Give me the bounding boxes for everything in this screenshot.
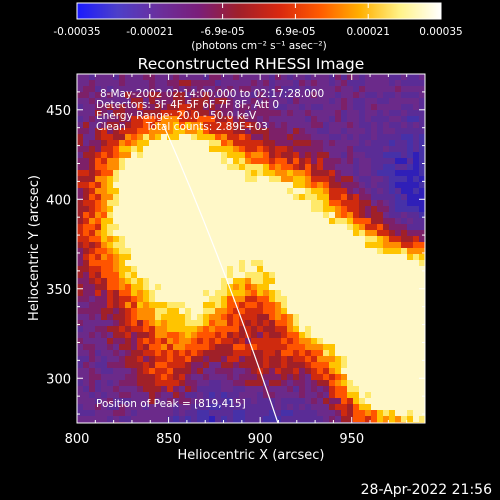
colorbar-tick-label: 0.00035 [419, 26, 462, 38]
x-tick-label: 900 [248, 432, 273, 447]
info-text: 8-May-2002 02:14:00.000 to 02:17:28.000 … [96, 88, 324, 133]
solar-limb-line [162, 123, 279, 424]
colorbar-unit-label: (photons cm⁻² s⁻¹ asec⁻²) [191, 40, 326, 52]
colorbar-ticks: -0.00035 -0.00021 -6.9e-05 6.9e-05 0.00021 0.… [53, 3, 463, 38]
x-axis-label: Heliocentric X (arcsec) [178, 448, 325, 463]
x-tick-label: 800 [65, 432, 90, 447]
footer-timestamp: 28-Apr-2022 21:56 [360, 482, 492, 498]
y-tick-label: 350 [46, 283, 71, 298]
info-time-range: 8-May-2002 02:14:00.000 to 02:17:28.000 [100, 88, 324, 100]
x-tick-label: 850 [156, 432, 181, 447]
colorbar-tick-label: -6.9e-05 [201, 26, 245, 38]
colorbar-gradient [76, 2, 442, 20]
y-tick-label: 450 [46, 104, 71, 119]
info-clean-counts: Clean Total counts: 2.89E+03 [96, 121, 268, 133]
colorbar: -0.00035 -0.00021 -6.9e-05 6.9e-05 0.00021 0.… [53, 2, 463, 52]
x-tick-label: 950 [339, 432, 364, 447]
y-axis-ticks: 300 350 400 450 [46, 91, 425, 415]
colorbar-tick-label: -0.00021 [126, 26, 173, 38]
x-axis-ticks: 800 850 900 950 [65, 74, 408, 447]
y-axis-label: Heliocentric Y (arcsec) [27, 175, 42, 321]
peak-position-label: Position of Peak = [819,415] [96, 398, 246, 410]
colorbar-tick-label: 6.9e-05 [275, 26, 315, 38]
plot-frame [76, 73, 426, 424]
colorbar-tick-label: 0.00021 [346, 26, 389, 38]
image-title: Reconstructed RHESSI Image [138, 55, 365, 73]
heatmap-image [77, 74, 425, 423]
colorbar-tick-label: -0.00035 [53, 26, 100, 38]
info-energy-range: Energy Range: 20.0 - 50.0 keV [96, 110, 257, 122]
y-tick-label: 400 [46, 193, 71, 208]
info-detectors: Detectors: 3F 4F 5F 6F 7F 8F, Att 0 [96, 99, 279, 111]
y-tick-label: 300 [46, 372, 71, 387]
